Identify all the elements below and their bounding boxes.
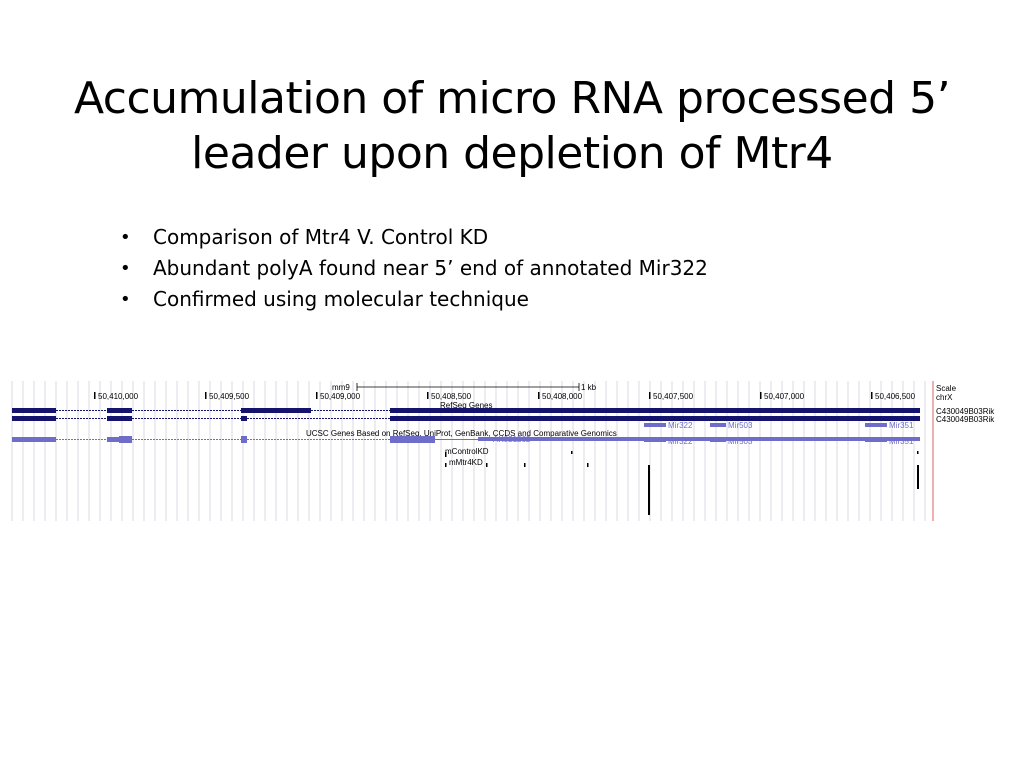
refseq-mir351-block: [865, 423, 887, 427]
bullet-text: Abundant polyA found near 5’ end of anno…: [153, 256, 708, 280]
ruler-tick: [538, 392, 540, 399]
mtr4-read-mark: [486, 463, 488, 467]
genome-browser-image: mm9 1 kb 50,410,000 50,409,500 50,409,000 5…: [8, 381, 1000, 521]
title-line-2: leader upon depletion of Mtr4: [191, 128, 833, 180]
bullet-item: • Comparison of Mtr4 V. Control KD: [118, 222, 708, 253]
ruler-tick: [649, 392, 651, 399]
ruler-label: 50,408,500: [431, 392, 472, 401]
refseq-gene-label: Mir503: [728, 421, 753, 430]
refseq-mir503-block: [710, 423, 726, 427]
ruler-tick: [871, 392, 873, 399]
title-line-1: Accumulation of micro RNA processed 5’: [73, 73, 951, 125]
ucsc-gene-label: Mir503: [728, 437, 753, 446]
ruler-label: 50,409,500: [209, 392, 250, 401]
gene-label-1: C430049B03Rik: [936, 407, 995, 416]
refseq-gene-label: Mir351: [889, 421, 914, 430]
control-read-mark: [571, 451, 573, 454]
ruler-tick: [760, 392, 762, 399]
ucsc-track-title: UCSC Genes Based on RefSeq, UniProt, Gen…: [306, 429, 617, 438]
ruler-label: 50,407,500: [653, 392, 694, 401]
bullet-dot-icon: •: [120, 227, 131, 248]
bullet-text: Comparison of Mtr4 V. Control KD: [153, 225, 489, 249]
ucsc-transcript-label: AK021262: [493, 435, 531, 444]
mtr4-read-peak: [648, 465, 650, 515]
ruler: 50,410,000 50,409,500 50,409,000 50,408,500…: [94, 392, 916, 401]
ruler-tick: [316, 392, 318, 399]
gene-label-2: C430049B03Rik: [936, 415, 995, 424]
assembly-label: mm9: [332, 383, 350, 392]
ruler-label: 50,406,500: [875, 392, 916, 401]
control-read-mark: [917, 451, 919, 454]
ruler-tick: [427, 392, 429, 399]
ucsc-gene-label: Mir351: [889, 437, 914, 446]
control-read-mark: [445, 452, 447, 457]
bullet-dot-icon: •: [120, 289, 131, 310]
bullet-dot-icon: •: [120, 258, 131, 279]
refseq-mirna-genes: Mir322 Mir503 Mir351: [644, 421, 914, 430]
ucsc-gene-label: Mir322: [668, 437, 693, 446]
bullet-list: • Comparison of Mtr4 V. Control KD • Abund…: [118, 222, 708, 315]
mtr4-read-peak: [917, 465, 919, 489]
bullet-item: • Confirmed using molecular technique: [118, 284, 708, 315]
ucsc-transcript: AK021262: [12, 435, 920, 444]
ruler-label: 50,407,000: [764, 392, 805, 401]
ruler-tick: [94, 392, 96, 399]
mtr4-read-mark: [445, 463, 447, 467]
grid-lines: [11, 381, 926, 521]
control-track-label: mControlKD: [445, 447, 489, 456]
refseq-mir322-block: [644, 423, 666, 427]
slide-title: Accumulation of micro RNA processed 5’ l…: [40, 71, 984, 181]
bullet-item: • Abundant polyA found near 5’ end of ann…: [118, 253, 708, 284]
ruler-label: 50,408,000: [542, 392, 583, 401]
mtr4-read-mark: [524, 463, 526, 467]
refseq-transcript-1: [12, 408, 920, 413]
ruler-label: 50,410,000: [98, 392, 139, 401]
refseq-gene-label: Mir322: [668, 421, 693, 430]
mtr4-track-label: mMtr4KD: [449, 458, 483, 467]
genome-browser-svg: mm9 1 kb 50,410,000 50,409,500 50,409,000 5…: [11, 381, 995, 521]
scale-bar-label: 1 kb: [581, 383, 597, 392]
ruler-tick: [205, 392, 207, 399]
ruler-label: 50,409,000: [320, 392, 361, 401]
refseq-transcript-2: [12, 416, 920, 421]
chrom-label: chrX: [936, 393, 953, 402]
ucsc-mirna-genes: Mir322 Mir503 Mir351: [644, 437, 914, 446]
refseq-track-title: RefSeq Genes: [440, 401, 492, 410]
bullet-text: Confirmed using molecular technique: [153, 287, 529, 311]
scale-label: Scale: [936, 384, 957, 393]
mtr4-read-mark: [587, 463, 589, 467]
